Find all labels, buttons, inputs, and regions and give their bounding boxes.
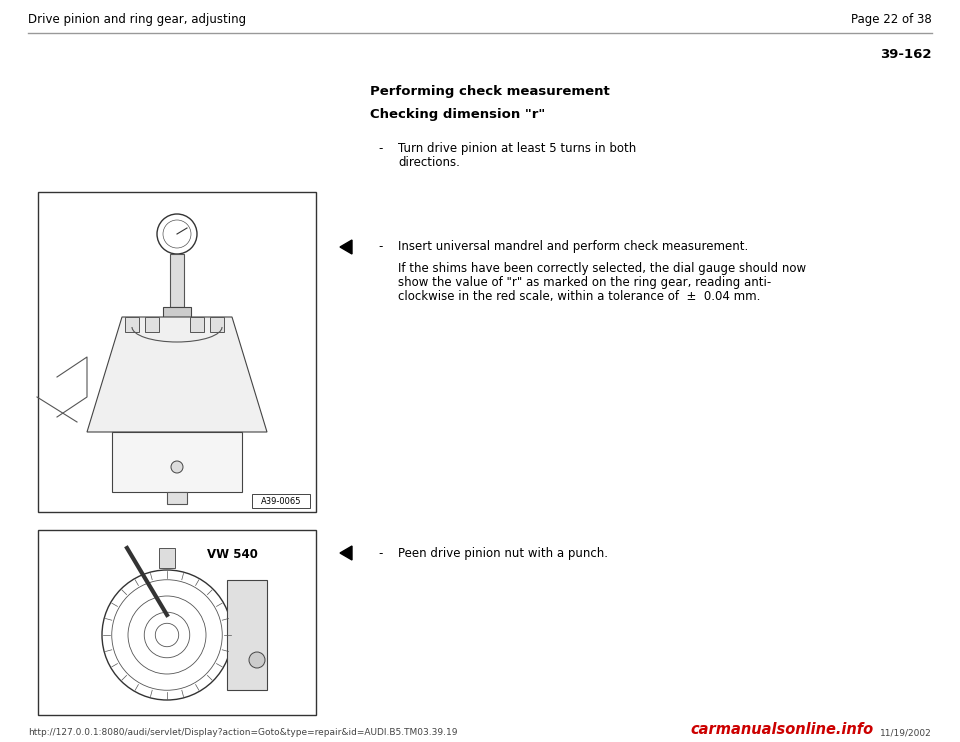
Bar — [145, 317, 159, 332]
Polygon shape — [87, 317, 267, 432]
Text: 11/19/2002: 11/19/2002 — [880, 728, 932, 737]
Text: A39-0065: A39-0065 — [261, 496, 301, 505]
Bar — [38, 530, 316, 715]
Bar — [159, 548, 175, 568]
Text: clockwise in the red scale, within a tolerance of  ±  0.04 mm.: clockwise in the red scale, within a tol… — [398, 290, 760, 303]
Bar — [112, 432, 242, 492]
Text: -: - — [378, 142, 382, 155]
Text: Page 22 of 38: Page 22 of 38 — [852, 13, 932, 26]
Text: Insert universal mandrel and perform check measurement.: Insert universal mandrel and perform che… — [398, 240, 748, 253]
Text: Turn drive pinion at least 5 turns in both: Turn drive pinion at least 5 turns in bo… — [398, 142, 636, 155]
Text: Checking dimension "r": Checking dimension "r" — [370, 108, 545, 121]
Polygon shape — [340, 240, 352, 254]
Text: Drive pinion and ring gear, adjusting: Drive pinion and ring gear, adjusting — [28, 13, 246, 26]
Circle shape — [249, 652, 265, 668]
Text: VW 540: VW 540 — [207, 548, 258, 561]
Bar — [170, 254, 184, 307]
Text: Performing check measurement: Performing check measurement — [370, 85, 610, 98]
Text: directions.: directions. — [398, 156, 460, 169]
Text: 39-162: 39-162 — [880, 48, 932, 61]
Text: -: - — [378, 547, 382, 560]
Polygon shape — [227, 580, 267, 690]
Bar — [163, 307, 191, 317]
Bar — [125, 317, 139, 332]
Text: Peen drive pinion nut with a punch.: Peen drive pinion nut with a punch. — [398, 547, 608, 560]
Bar — [38, 192, 316, 512]
Text: -: - — [378, 240, 382, 253]
Circle shape — [171, 461, 183, 473]
Bar — [167, 492, 187, 504]
Bar — [252, 494, 310, 508]
Polygon shape — [340, 546, 352, 560]
Text: http://127.0.0.1:8080/audi/servlet/Display?action=Goto&type=repair&id=AUDI.B5.TM: http://127.0.0.1:8080/audi/servlet/Displ… — [28, 728, 458, 737]
Bar — [210, 317, 224, 332]
Bar — [190, 317, 204, 332]
Text: If the shims have been correctly selected, the dial gauge should now: If the shims have been correctly selecte… — [398, 262, 806, 275]
Text: show the value of "r" as marked on the ring gear, reading anti-: show the value of "r" as marked on the r… — [398, 276, 771, 289]
Text: carmanualsonline.info: carmanualsonline.info — [690, 722, 874, 737]
